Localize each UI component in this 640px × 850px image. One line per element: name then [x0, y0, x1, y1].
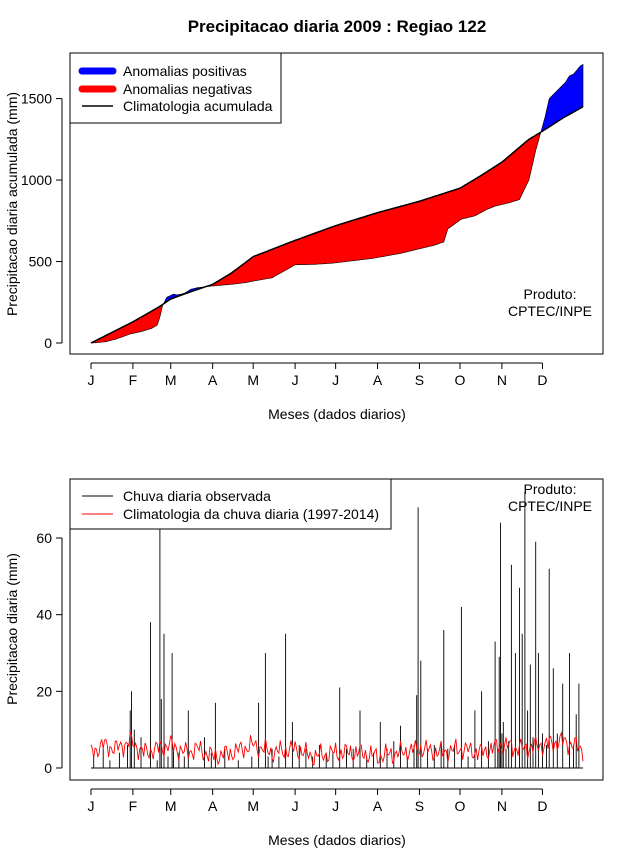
- daily-chart-panel: 0 20 40 60 J F M A M J J A S O N D Precipitacao diaria…: [4, 478, 604, 848]
- product-note-line1: Produto:: [524, 286, 577, 302]
- product-note-line2: CPTEC/INPE: [508, 303, 592, 319]
- y-tick-label: 0: [44, 760, 52, 776]
- cumulative-y-axis: 0 500 1000 1500: [21, 91, 63, 351]
- month-tick-label: M: [165, 372, 177, 388]
- cumulative-y-label: Precipitacao diaria acumulada (mm): [4, 92, 20, 316]
- month-tick-label: A: [373, 798, 383, 814]
- daily-product-note-line2: CPTEC/INPE: [508, 498, 592, 514]
- legend-label-daily-observed: Chuva diaria observada: [123, 488, 271, 504]
- month-tick-label: J: [332, 798, 339, 814]
- month-tick-label: M: [247, 372, 259, 388]
- month-tick-label: N: [497, 798, 507, 814]
- month-tick-label: O: [455, 372, 466, 388]
- daily-legend: Chuva diaria observada Climatologia da c…: [69, 478, 392, 530]
- daily-legend-box: [69, 478, 392, 530]
- month-tick-label: S: [415, 798, 424, 814]
- daily-x-label: Meses (dados diarios): [268, 832, 406, 848]
- legend-label-daily-climatology: Climatologia da chuva diaria (1997-2014): [123, 506, 379, 522]
- month-tick-label: M: [247, 798, 259, 814]
- y-tick-label: 1000: [21, 172, 52, 188]
- y-tick-label: 20: [36, 683, 52, 699]
- month-tick-label: J: [88, 798, 95, 814]
- legend-label-negative: Anomalias negativas: [123, 81, 252, 97]
- month-tick-label: O: [455, 798, 466, 814]
- positive-anomaly-area: [539, 63, 584, 137]
- month-tick-label: S: [415, 372, 424, 388]
- figure-title: Precipitacao diaria 2009 : Regiao 122: [188, 17, 487, 36]
- month-tick-label: F: [129, 798, 138, 814]
- daily-y-axis: 0 20 40 60: [36, 530, 63, 776]
- month-tick-label: F: [129, 372, 138, 388]
- y-tick-label: 60: [36, 530, 52, 546]
- daily-climatology-layer: [90, 731, 584, 766]
- month-tick-label: J: [88, 372, 95, 388]
- daily-bars-layer: [91, 492, 583, 769]
- y-tick-label: 40: [36, 607, 52, 623]
- cumulative-x-label: Meses (dados diarios): [268, 406, 406, 422]
- y-tick-label: 500: [29, 254, 53, 270]
- cumulative-plot-frame: [69, 52, 604, 355]
- legend-label-positive: Anomalias positivas: [123, 63, 247, 79]
- cumulative-chart-panel: 0 500 1000 1500 J F M A M J J A S O N D Precipitacao d…: [4, 52, 604, 422]
- negative-anomaly-area: [204, 132, 541, 288]
- cumulative-climatology-line: [90, 106, 584, 344]
- legend-label-climatology: Climatologia acumulada: [123, 98, 273, 114]
- month-tick-label: J: [332, 372, 339, 388]
- daily-y-label: Precipitacao diaria (mm): [4, 553, 20, 705]
- daily-climatology-line: [90, 731, 584, 766]
- y-tick-label: 1500: [21, 91, 52, 107]
- month-tick-label: J: [292, 372, 299, 388]
- month-tick-label: A: [373, 372, 383, 388]
- climatology-line-layer: [90, 106, 584, 344]
- cumulative-legend: Anomalias positivas Anomalias negativas …: [69, 52, 282, 124]
- month-tick-label: J: [292, 798, 299, 814]
- month-tick-label: M: [165, 798, 177, 814]
- month-tick-label: D: [537, 798, 547, 814]
- month-tick-label: A: [208, 372, 218, 388]
- month-tick-label: A: [208, 798, 218, 814]
- month-tick-label: D: [537, 372, 547, 388]
- month-tick-label: N: [497, 372, 507, 388]
- y-tick-label: 0: [44, 335, 52, 351]
- daily-product-note-line1: Produto:: [524, 481, 577, 497]
